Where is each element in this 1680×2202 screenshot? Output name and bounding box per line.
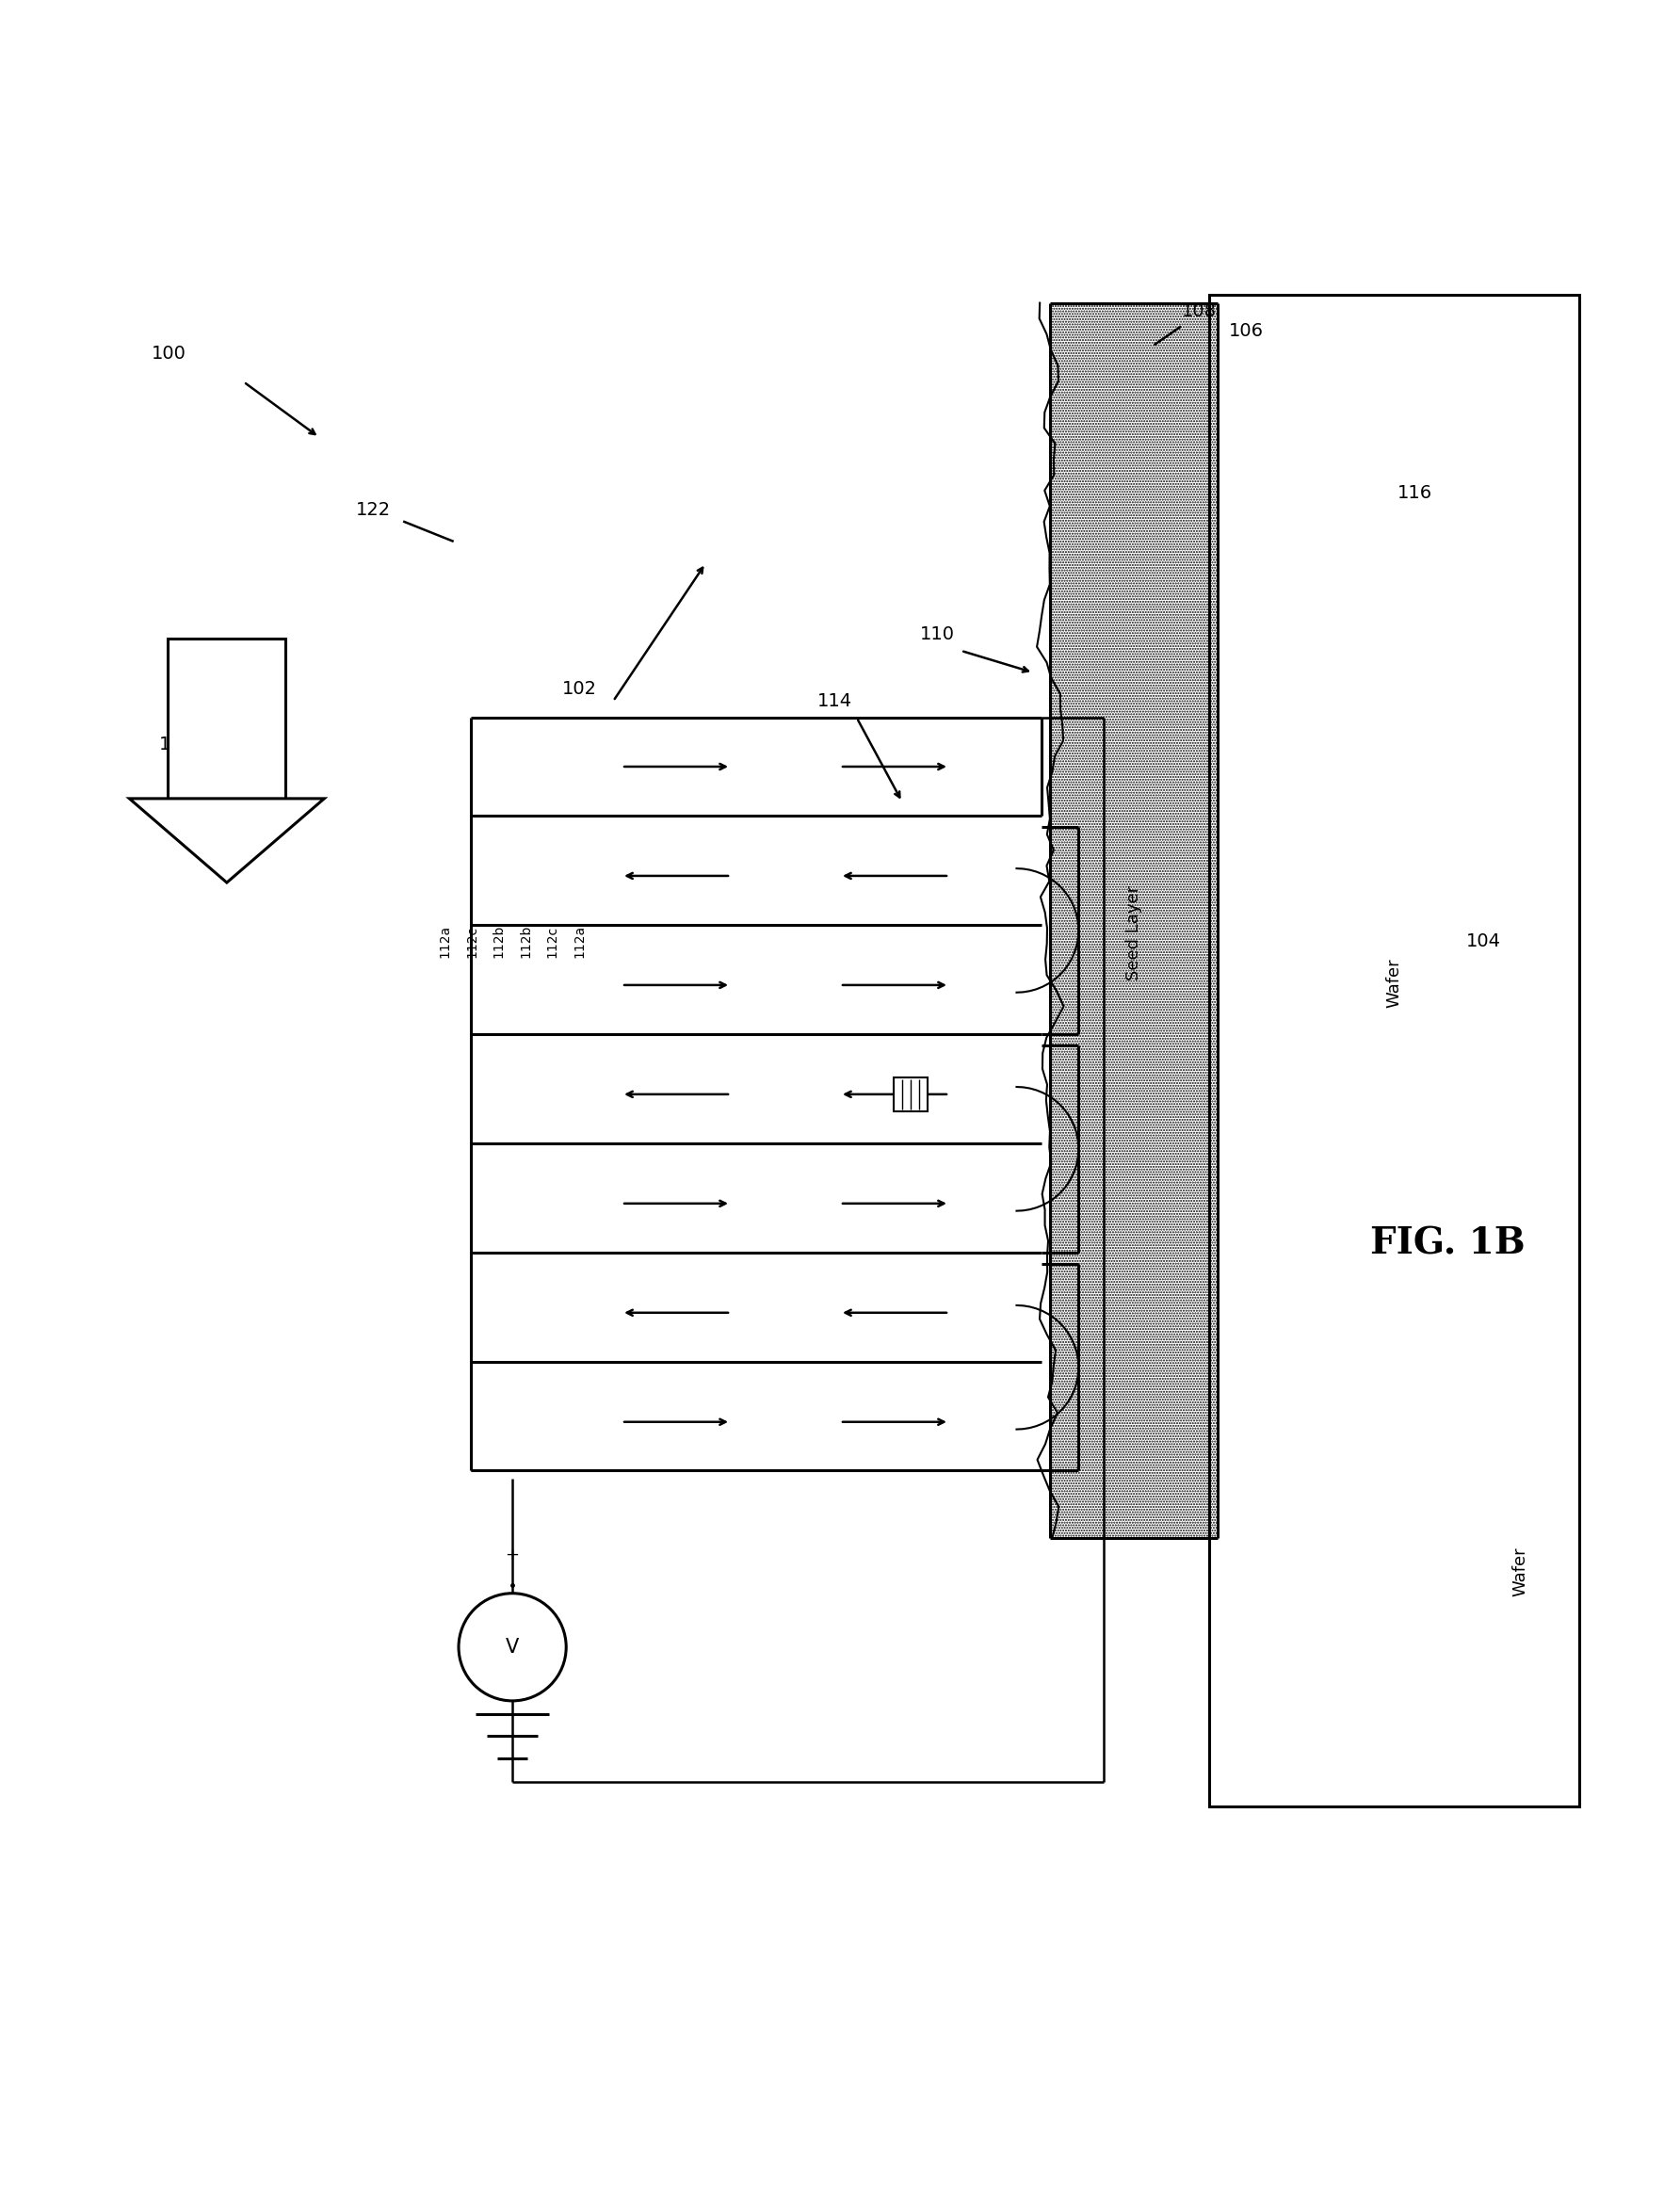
Text: 116: 116 bbox=[1398, 484, 1431, 502]
Bar bbox=[894, 1077, 927, 1112]
Text: 112a: 112a bbox=[573, 925, 586, 958]
Bar bbox=[1210, 295, 1579, 1806]
Text: 106: 106 bbox=[1230, 321, 1263, 341]
Text: Seed Layer: Seed Layer bbox=[1126, 885, 1142, 980]
Bar bbox=[1050, 304, 1218, 1537]
Text: FIG. 1B: FIG. 1B bbox=[1371, 1227, 1525, 1262]
Text: Wafer: Wafer bbox=[1386, 958, 1403, 1009]
Text: 108: 108 bbox=[1183, 302, 1216, 319]
Bar bbox=[1210, 295, 1579, 1806]
Text: V: V bbox=[506, 1638, 519, 1656]
Text: +: + bbox=[506, 1546, 519, 1563]
Bar bbox=[168, 639, 286, 799]
Text: 112c: 112c bbox=[546, 925, 559, 958]
Text: 102: 102 bbox=[563, 680, 596, 698]
Text: 104: 104 bbox=[1467, 931, 1500, 951]
Text: 112a: 112a bbox=[438, 925, 452, 958]
Text: Wafer: Wafer bbox=[1512, 1546, 1529, 1596]
Text: 112b: 112b bbox=[519, 925, 533, 958]
Text: 120: 120 bbox=[160, 735, 193, 753]
Text: 112b: 112b bbox=[492, 925, 506, 958]
Text: 112c: 112c bbox=[465, 925, 479, 958]
Text: 122: 122 bbox=[356, 500, 390, 517]
Polygon shape bbox=[129, 799, 324, 883]
Text: 110: 110 bbox=[921, 625, 954, 643]
Text: 114: 114 bbox=[818, 691, 852, 709]
Text: 100: 100 bbox=[151, 344, 186, 363]
